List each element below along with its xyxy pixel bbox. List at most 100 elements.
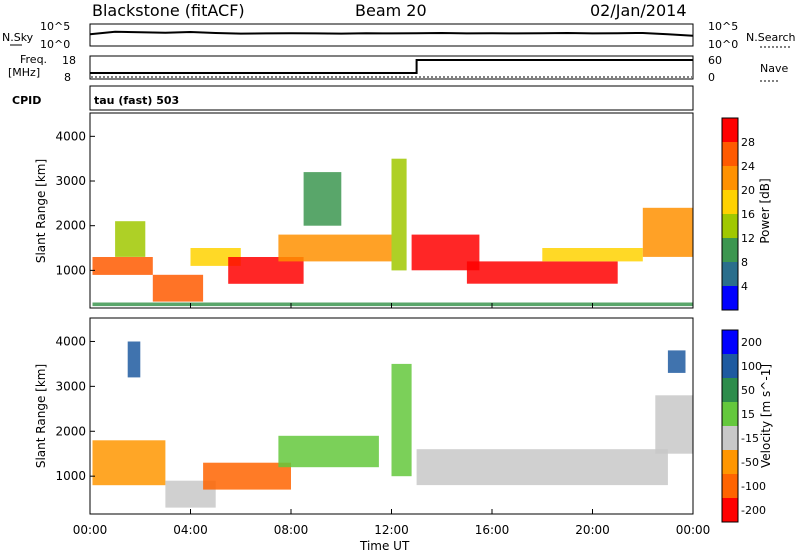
noise-right-tick-bottom: 10^0 (708, 38, 738, 51)
x-axis-label: Time UT (359, 539, 410, 553)
cpid-text: tau (fast) 503 (94, 94, 179, 107)
x-axis-ticks: 00:00 04:00 08:00 12:00 16:00 20:00 00:00 (73, 303, 711, 537)
colorbar-swatch (722, 378, 738, 402)
x-tick-label: 04:00 (173, 523, 208, 537)
vel-cells-cell-0 (92, 440, 166, 486)
x-tick-label: 00:00 (676, 523, 711, 537)
y-tick-label: 1000 (55, 469, 86, 483)
colorbar-tick-label: 8 (741, 256, 748, 269)
colorbar-swatch (722, 402, 738, 426)
power-cells-cell-11 (642, 207, 694, 257)
x-tick-label: 12:00 (374, 523, 409, 537)
colorbar-tick-label: -50 (741, 456, 759, 469)
power-colorbar-label: Power [dB] (758, 178, 772, 243)
colorbar-swatch (722, 214, 738, 238)
colorbar-swatch (722, 450, 738, 474)
colorbar-swatch (722, 238, 738, 262)
power-heatmap (92, 158, 694, 307)
velocity-y-label: Slant Range [km] (34, 364, 48, 468)
freq-left-tick-bottom: 8 (64, 71, 71, 84)
colorbar-tick-label: 50 (741, 384, 755, 397)
colorbar-swatch (722, 118, 738, 142)
colorbar-swatch (722, 142, 738, 166)
x-tick-label: 00:00 (73, 523, 108, 537)
y-tick-label: 2000 (55, 219, 86, 233)
freq-unit-label: [MHz] (8, 66, 40, 79)
colorbar-frame (721, 117, 739, 311)
colorbar-frame (721, 329, 739, 523)
colorbar-tick-label: 200 (741, 336, 762, 349)
noise-left-tick-top: 10^5 (40, 20, 70, 33)
colorbar-tick-label: 12 (741, 232, 755, 245)
colorbar-tick-label: 20 (741, 184, 755, 197)
power-y-label: Slant Range [km] (34, 159, 48, 263)
power-y-ticks: 1000 2000 3000 4000 (55, 129, 95, 277)
vel-cells-cell-1 (127, 341, 141, 378)
colorbar-swatch (722, 286, 738, 310)
velocity-y-ticks: 1000 2000 3000 4000 (55, 334, 95, 483)
vel-cells-cell-7 (655, 395, 693, 454)
noise-left-tick-bottom: 10^0 (40, 38, 70, 51)
power-cells-cell-2 (152, 274, 204, 302)
colorbar-swatch (722, 190, 738, 214)
power-colorbar: 28 24 20 16 12 8 4 (721, 117, 755, 311)
power-cells-cell-1 (115, 221, 146, 257)
vel-cells-cell-3 (203, 462, 291, 490)
freq-left-tick-top: 18 (62, 54, 76, 67)
chart-title-right: 02/Jan/2014 (590, 1, 687, 20)
colorbar-tick-label: 4 (741, 280, 748, 293)
colorbar-swatch (722, 354, 738, 378)
power-cells-cell-6 (303, 172, 342, 226)
noise-right-tick-top: 10^5 (708, 20, 738, 33)
vel-cells-cell-6 (416, 449, 668, 486)
colorbar-swatch (722, 166, 738, 190)
y-tick-label: 3000 (55, 379, 86, 393)
freq-right-tick-top: 60 (708, 54, 722, 67)
vel-cells-cell-4 (278, 435, 379, 468)
noise-sky-series (89, 30, 694, 37)
freq-label: Freq. (20, 53, 47, 66)
colorbar-swatch (722, 498, 738, 522)
y-tick-label: 3000 (55, 174, 86, 188)
power-cells-cell-0 (92, 257, 153, 275)
colorbar-tick-label: -100 (741, 480, 766, 493)
colorbar-swatch (722, 474, 738, 498)
x-tick-label: 20:00 (575, 523, 610, 537)
power-cells-cell-12 (92, 302, 693, 307)
colorbar-swatch (722, 262, 738, 286)
freq-right-tick-bottom: 0 (708, 71, 715, 84)
y-tick-label: 4000 (55, 334, 86, 348)
colorbar-tick-label: 100 (741, 360, 762, 373)
colorbar-tick-label: 24 (741, 160, 755, 173)
noise-panel-frame (89, 23, 694, 47)
velocity-colorbar-label: Velocity [m s^-1] (759, 364, 773, 468)
colorbar-swatch (722, 330, 738, 354)
x-tick-label: 16:00 (475, 523, 510, 537)
power-cells-cell-9 (466, 261, 618, 284)
power-cells-cell-10 (542, 248, 643, 262)
cpid-label: CPID (12, 94, 41, 107)
velocity-colorbar: 200 100 50 15 -15 -50 -100 -200 (721, 329, 766, 523)
nave-label: Nave (760, 62, 788, 75)
colorbar-tick-label: 16 (741, 208, 755, 221)
y-tick-label: 4000 (55, 129, 86, 143)
colorbar-tick-label: 15 (741, 408, 755, 421)
chart-title-left: Blackstone (fitACF) (92, 1, 245, 20)
chart-title-center: Beam 20 (355, 1, 427, 20)
cpid-frame (89, 85, 694, 111)
velocity-heatmap (92, 341, 693, 508)
vel-cells-cell-5 (391, 363, 412, 477)
y-tick-label: 2000 (55, 424, 86, 438)
power-cells-cell-7 (391, 158, 407, 271)
colorbar-tick-label: -15 (741, 432, 759, 445)
colorbar-tick-label: -200 (741, 504, 766, 517)
colorbar-tick-label: 28 (741, 136, 755, 149)
vel-cells-cell-8 (667, 350, 686, 373)
y-tick-label: 1000 (55, 263, 86, 277)
power-cells-cell-5 (278, 234, 392, 262)
colorbar-swatch (722, 426, 738, 450)
noise-left-label: N.Sky (2, 31, 34, 44)
power-cells-cell-4 (228, 257, 304, 284)
x-tick-label: 08:00 (274, 523, 309, 537)
